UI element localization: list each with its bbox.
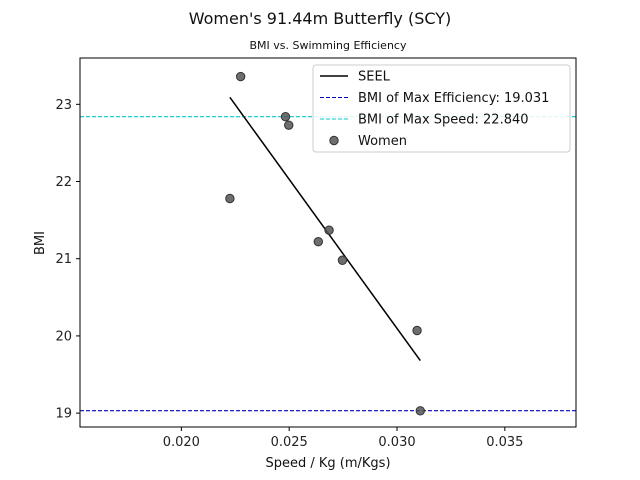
plot-frame [79,57,577,428]
data-point-0 [235,71,246,82]
x-axis-ticks: 0.020 0.025 0.030 0.035 [163,427,523,450]
legend-label-2: BMI of Max Speed: 22.840 [358,113,529,128]
y-tick-label-3: 22 [55,175,72,190]
x-tick-label-1: 0.025 [271,435,308,450]
y-tick-label-2: 21 [55,252,72,267]
chart-title: Women's 91.44m Butterfly (SCY) [189,9,452,28]
x-axis-label: Speed / Kg (m/Kgs) [265,456,390,471]
legend-swatch-3 [329,135,339,146]
y-tick-label-4: 23 [55,98,72,113]
x-tick-label-0: 0.020 [163,435,200,450]
y-tick-label-1: 20 [55,329,72,344]
legend-label-1: BMI of Max Efficiency: 19.031 [358,91,549,106]
data-point-5 [324,225,334,235]
y-axis-label: BMI [33,231,48,255]
legend-label-0: SEEL [358,70,391,85]
legend-box [312,64,571,153]
data-point-1 [225,193,235,204]
chart-subtitle: BMI vs. Swimming Efficiency [250,39,407,52]
y-tick-label-0: 19 [55,407,72,422]
data-point-3 [284,120,294,130]
legend-label-3: Women [358,134,407,149]
x-tick-label-2: 0.030 [378,435,415,450]
data-point-6 [337,255,348,265]
x-tick-label-3: 0.035 [486,435,523,450]
legend: SEEL BMI of Max Efficiency: 19.031 BMI of … [312,64,571,153]
data-point-8 [415,406,425,416]
y-axis-ticks: 19 20 21 22 23 [55,98,80,422]
data-point-2 [280,111,291,122]
data-point-7 [412,325,422,336]
data-point-4 [313,237,323,247]
